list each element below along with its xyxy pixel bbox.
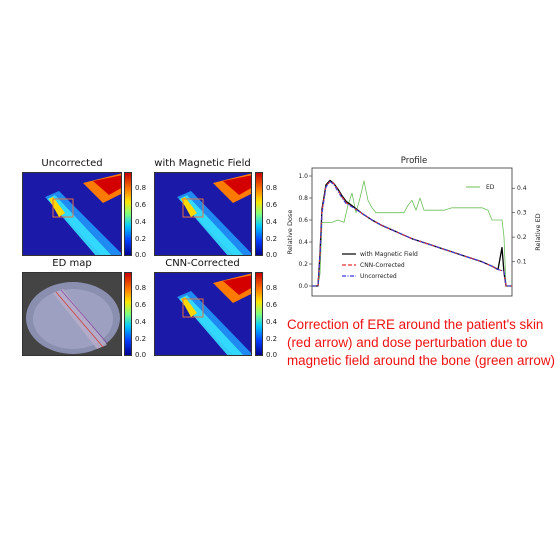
- colorbar-tick: 0.4: [266, 318, 278, 326]
- colorbar-tick: 0.8: [135, 284, 147, 292]
- y2-tick-label: 0.3: [517, 210, 527, 217]
- colorbar-tick: 0.6: [266, 201, 278, 209]
- colorbar-tick: 0.8: [135, 184, 147, 192]
- panel-title: CNN-Corrected: [165, 258, 240, 269]
- colorbar-tick: 0.2: [266, 235, 278, 243]
- y-tick-label: 1.0: [298, 173, 308, 180]
- ed-map-graphic: [26, 282, 120, 354]
- colorbar-tick: 0.2: [266, 335, 278, 343]
- dose-map-image: [22, 172, 122, 256]
- y-tick-label: 0.2: [298, 261, 308, 268]
- y-tick-label: 0.0: [298, 283, 308, 290]
- dose-map-graphic: [177, 273, 251, 355]
- colorbar-tick: 0.4: [266, 218, 278, 226]
- series-line-ed: [312, 180, 512, 287]
- y2-tick-label: 0.1: [517, 259, 527, 266]
- colorbar-tick: 0.6: [266, 301, 278, 309]
- colorbar-tick: 0.2: [135, 235, 147, 243]
- plot-frame: [311, 167, 513, 297]
- legend-label: ED: [486, 184, 495, 191]
- legend-label: with Magnetic Field: [360, 251, 418, 258]
- caption-text: Correction of ERE around the patient's s…: [287, 317, 555, 368]
- panel-title: Uncorrected: [41, 158, 103, 169]
- colorbar: [124, 172, 132, 256]
- dose-map-graphic: [177, 173, 251, 255]
- colorbar-tick: 0.6: [135, 201, 147, 209]
- y-tick-label: 0.6: [298, 217, 308, 224]
- colorbar-tick: 0.0: [135, 351, 147, 359]
- chart-title: Profile: [401, 156, 427, 166]
- dose-map-image: [154, 172, 252, 256]
- series-line-uncorrected: [312, 180, 512, 287]
- legend-label: CNN-Corrected: [360, 262, 405, 269]
- y-axis-ticks: 0.0 0.2 0.4 0.6 0.8 1.0: [298, 173, 312, 290]
- dose-map-graphic: [45, 173, 121, 255]
- colorbar-tick: 0.4: [135, 318, 147, 326]
- panel-title: with Magnetic Field: [154, 158, 251, 169]
- colorbar-tick: 0.6: [135, 301, 147, 309]
- y-axis-label: Relative Dose: [286, 210, 294, 255]
- y-tick-label: 0.4: [298, 239, 308, 246]
- colorbar: [124, 272, 132, 356]
- y2-axis-ticks: 0.1 0.2 0.3 0.4: [512, 185, 527, 266]
- y2-tick-label: 0.4: [517, 185, 527, 192]
- ed-map-image: [22, 272, 122, 356]
- colorbar: [255, 272, 263, 356]
- series-layer: [312, 179, 512, 287]
- colorbar-tick: 0.0: [135, 251, 147, 259]
- colorbar-tick: 0.8: [266, 284, 278, 292]
- series-line-with-magnetic-field: [312, 179, 512, 287]
- series-line-cnn-corrected: [312, 180, 512, 287]
- colorbar-tick: 0.8: [266, 184, 278, 192]
- panel-title: ED map: [52, 258, 92, 269]
- colorbar-tick: 0.4: [135, 218, 147, 226]
- dose-map-image: [154, 272, 252, 356]
- colorbar-tick: 0.2: [135, 335, 147, 343]
- y2-tick-label: 0.2: [517, 234, 527, 241]
- y2-axis-label: Relative ED: [534, 213, 542, 250]
- legend-label: Uncorrected: [360, 273, 397, 280]
- colorbar: [255, 172, 263, 256]
- profile-chart: Profile Relative Dose Relative ED 0.0 0.2…: [286, 156, 542, 297]
- colorbar-tick: 0.0: [266, 351, 278, 359]
- colorbar-tick: 0.0: [266, 251, 278, 259]
- y-tick-label: 0.8: [298, 195, 308, 202]
- legend: with Magnetic Field CNN-Corrected Uncorrec…: [342, 184, 495, 280]
